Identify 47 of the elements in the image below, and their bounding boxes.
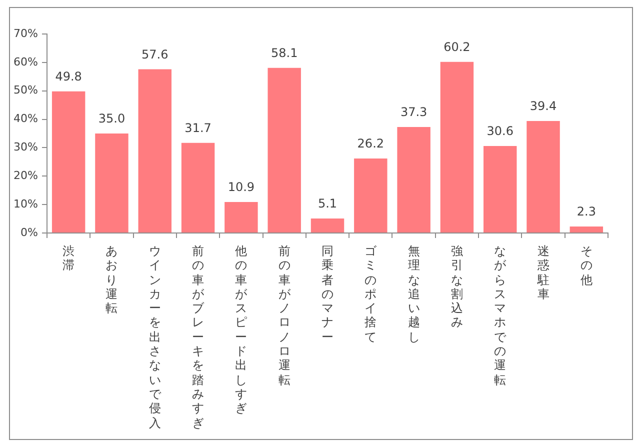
bar	[526, 120, 560, 232]
x-tick-label: あおり運転	[105, 244, 118, 316]
data-label: 2.3	[576, 204, 596, 219]
x-tick-label: その他	[580, 244, 593, 287]
y-tick-label: 60%	[14, 55, 38, 68]
data-label: 26.2	[357, 136, 384, 151]
data-label: 60.2	[444, 40, 470, 54]
bar	[440, 62, 474, 232]
x-tick-label: 迷惑駐車	[536, 244, 550, 302]
bar	[138, 69, 172, 232]
bar	[95, 134, 128, 232]
y-tick-label: 30%	[14, 140, 38, 154]
x-tick-label: 強引な割込み	[450, 244, 464, 330]
y-tick-label: 10%	[14, 197, 38, 210]
data-label: 49.8	[55, 70, 82, 84]
y-tick-label: 20%	[14, 169, 38, 182]
data-label: 37.3	[400, 105, 428, 120]
bar	[310, 218, 344, 232]
y-tick-label: 0%	[20, 226, 38, 239]
x-tick-label: ゴミのポイ捨て	[364, 244, 378, 344]
bar	[397, 126, 430, 232]
data-label: 39.4	[530, 99, 557, 114]
category-label: ながらスマホでの運転	[494, 244, 506, 387]
y-tick-label: 40%	[14, 112, 38, 126]
data-label: 35.0	[98, 112, 126, 126]
y-tick-label: 50%	[14, 84, 38, 97]
data-label: 31.7	[184, 121, 212, 136]
bar	[354, 158, 388, 232]
bar	[570, 226, 604, 232]
x-tick-label: 無理な追い越し	[407, 244, 420, 344]
bar	[484, 146, 517, 232]
bar	[52, 91, 86, 232]
x-tick-label: 渋滞	[62, 244, 76, 273]
category-label: ウインカーを出さないで侵入	[148, 244, 161, 430]
category-label: 他の車がスピード出しすぎ	[235, 244, 248, 416]
bar	[224, 202, 258, 232]
data-label: 57.6	[142, 47, 168, 62]
bar	[181, 142, 215, 232]
category-label: 前の車がノロノロ運転	[278, 244, 290, 387]
data-label: 10.9	[228, 180, 255, 194]
data-label: 58.1	[270, 46, 298, 60]
x-tick-label: 同乗者のマナー	[321, 244, 334, 344]
bar	[268, 68, 301, 232]
data-label: 5.1	[318, 196, 338, 211]
category-label: 前の車がブレーキを踏みすぎ	[192, 244, 204, 430]
data-label: 30.6	[486, 124, 514, 138]
y-tick-label: 70%	[14, 26, 38, 40]
